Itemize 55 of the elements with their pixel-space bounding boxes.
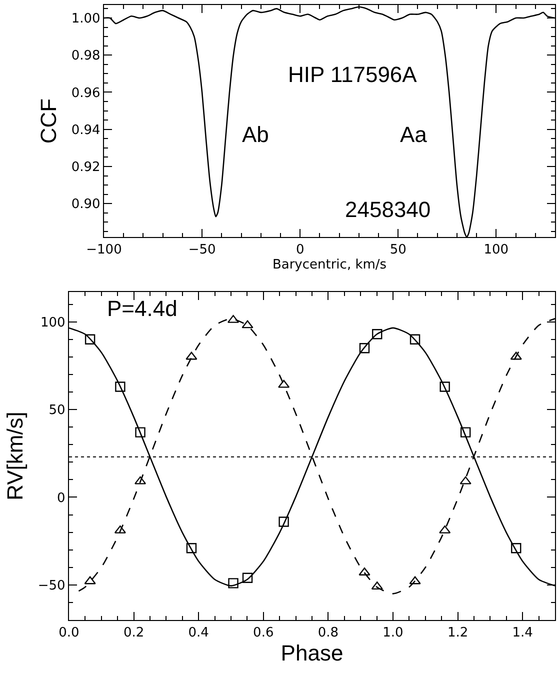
annotation: Ab xyxy=(242,122,269,147)
x-tick-label: 100 xyxy=(484,242,509,258)
point xyxy=(242,572,253,583)
y-tick-label: 50 xyxy=(48,403,66,418)
point xyxy=(186,352,198,360)
x-tick-label: 1.2 xyxy=(447,626,468,641)
y-axis-title: CCF xyxy=(36,98,62,144)
x-tick-label: 0.4 xyxy=(188,626,209,641)
y-tick-label: 0.98 xyxy=(71,48,100,64)
x-tick-label: 0.0 xyxy=(58,626,80,641)
y-tick-label: 100 xyxy=(40,315,66,330)
point xyxy=(228,578,238,588)
y-tick-label: 0.90 xyxy=(71,197,100,212)
x-tick-label: 1.4 xyxy=(512,626,533,641)
point xyxy=(460,427,471,438)
point xyxy=(278,516,289,527)
x-tick-label: 0.8 xyxy=(318,626,339,641)
point xyxy=(114,525,126,534)
point xyxy=(410,334,420,344)
point xyxy=(115,382,126,392)
annotation: 2458340 xyxy=(345,197,431,222)
y-tick-label: 1.00 xyxy=(71,12,100,27)
annotation: Aa xyxy=(400,122,428,147)
point xyxy=(372,329,382,340)
point xyxy=(278,380,290,388)
point xyxy=(460,476,472,484)
point xyxy=(409,576,421,584)
point xyxy=(510,352,522,360)
y-axis-title: RV[km/s] xyxy=(2,412,28,500)
point xyxy=(439,525,451,534)
y-tick-label: 0 xyxy=(57,490,66,506)
y-tick-label: 0.94 xyxy=(71,122,100,138)
y-tick-label: 0.92 xyxy=(71,160,100,176)
point xyxy=(135,427,146,438)
point xyxy=(84,576,96,584)
x-tick-label: 50 xyxy=(390,242,406,258)
x-tick-label: 1.0 xyxy=(382,626,404,641)
x-axis-title: Phase xyxy=(280,640,344,666)
y-tick-label: 0.96 xyxy=(71,86,100,101)
annotation: P=4.4d xyxy=(107,296,178,321)
point xyxy=(440,382,450,392)
point xyxy=(186,542,197,554)
x-tick-label: 0.2 xyxy=(123,626,144,641)
x-tick-label: 0.6 xyxy=(253,626,274,641)
point xyxy=(84,334,96,344)
point xyxy=(359,343,370,354)
y-tick-label: −50 xyxy=(38,578,66,594)
x-tick-label: −50 xyxy=(188,242,216,258)
annotation: HIP 117596A xyxy=(288,62,418,87)
point xyxy=(371,582,383,590)
x-tick-label: 0 xyxy=(296,242,304,258)
point xyxy=(242,320,254,328)
point xyxy=(511,542,522,554)
x-tick-label: −100 xyxy=(86,242,122,258)
x-axis-title: Barycentric, km/s xyxy=(272,258,387,273)
